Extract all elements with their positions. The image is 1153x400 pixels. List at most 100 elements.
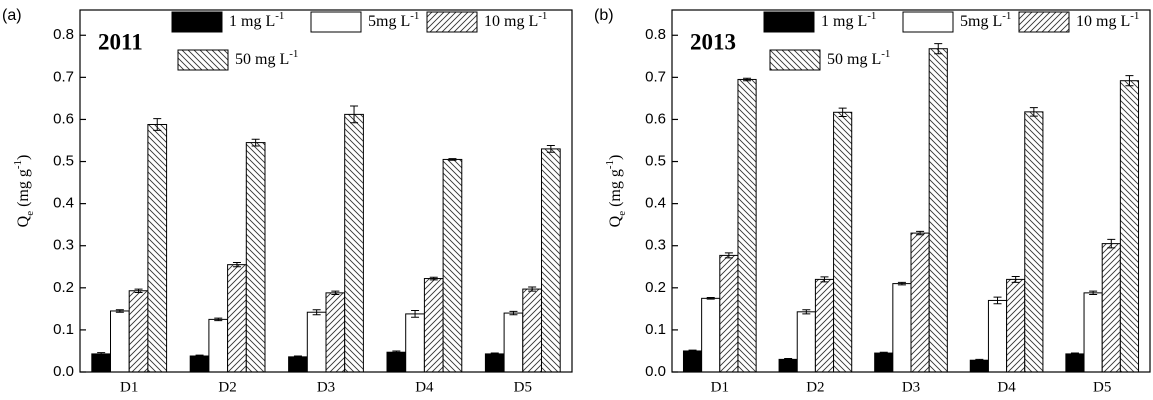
- error-bar: [293, 355, 302, 359]
- panel: (b)Qe(mg g-1)0.00.10.20.30.40.50.60.70.8…: [594, 7, 1151, 395]
- bar: [110, 310, 130, 373]
- bar: [969, 359, 989, 373]
- plot-frame: [79, 9, 573, 373]
- x-tick-label: D5: [1093, 379, 1111, 395]
- legend-swatch: [310, 11, 362, 33]
- bar: [306, 311, 327, 373]
- error-bar: [743, 77, 752, 82]
- bar: [874, 352, 894, 373]
- legend-name: 50 mg L: [827, 51, 881, 68]
- bar: [737, 78, 757, 373]
- y-label-unit: (mg g: [15, 169, 32, 207]
- y-tick-label: 0.8: [53, 26, 74, 43]
- x-tick-label: D2: [218, 379, 236, 395]
- legend-sup: -1: [410, 10, 419, 22]
- legend-swatch: [426, 11, 478, 33]
- error-bar: [490, 352, 499, 356]
- legend-sup: -1: [538, 10, 547, 22]
- y-label-sub: e: [616, 211, 628, 216]
- y-tick-label: 0.5: [645, 153, 666, 170]
- legend-sup: -1: [1002, 10, 1011, 22]
- error-bar: [251, 138, 260, 147]
- y-label-sup: -1: [12, 160, 24, 169]
- bar: [91, 353, 112, 373]
- bar: [682, 350, 703, 373]
- year-label: 2013: [690, 29, 736, 54]
- legend-label: 10 mg L-1: [484, 10, 547, 30]
- error-bar: [350, 105, 359, 124]
- bar: [1083, 292, 1103, 373]
- bar: [423, 278, 444, 373]
- legend-label: 50 mg L-1: [827, 48, 890, 68]
- error-bar: [706, 296, 715, 300]
- bar: [128, 290, 149, 373]
- bar: [288, 356, 308, 373]
- legend-label: 1 mg L-1: [229, 10, 284, 30]
- error-bar: [312, 309, 321, 316]
- y-label-main: Q: [607, 215, 624, 227]
- y-axis-label: Qe (mg g-1): [12, 155, 36, 228]
- bar: [405, 313, 425, 373]
- plot-frame: [671, 9, 1151, 373]
- bar: [1006, 278, 1026, 373]
- legend-name: 5mg L: [368, 13, 410, 30]
- error-bar: [802, 309, 811, 315]
- y-tick-label: 0.7: [645, 68, 666, 85]
- legend-sup: -1: [289, 48, 298, 60]
- legend-label: 5mg L-1: [960, 10, 1011, 30]
- bar: [386, 351, 407, 373]
- bar: [892, 283, 912, 373]
- x-tick-label: D4: [415, 379, 434, 395]
- legend-sup: -1: [867, 10, 876, 22]
- legend-sup: -1: [1130, 10, 1139, 22]
- bar: [1101, 243, 1121, 373]
- bar: [227, 264, 247, 373]
- y-tick-label: 0.5: [53, 153, 74, 170]
- error-bar: [993, 296, 1002, 305]
- panel-label: (a): [2, 7, 22, 24]
- y-label-sub: e: [24, 211, 36, 216]
- y-tick-label: 0.0: [645, 363, 666, 380]
- legend-name: 50 mg L: [235, 51, 289, 68]
- error-bar: [838, 107, 847, 117]
- bar: [189, 355, 210, 373]
- error-bar: [1107, 238, 1116, 249]
- legend-sup: -1: [275, 10, 284, 22]
- x-tick-label: D1: [711, 379, 729, 395]
- y-tick-label: 0.0: [53, 363, 74, 380]
- error-bar: [115, 309, 124, 313]
- bar: [701, 297, 721, 373]
- y-tick-label: 0.4: [53, 195, 74, 212]
- bar: [325, 292, 346, 373]
- legend-swatch: [763, 11, 815, 33]
- bar: [910, 232, 930, 373]
- legend-label: 5mg L-1: [368, 10, 419, 30]
- y-tick-label: 0.6: [53, 110, 74, 127]
- x-tick-label: D4: [997, 379, 1016, 395]
- y-label-end: ): [15, 155, 32, 160]
- error-bar: [546, 145, 555, 153]
- error-bar: [153, 118, 162, 131]
- error-bar: [509, 310, 518, 316]
- bar: [208, 318, 229, 373]
- legend-label: 1 mg L-1: [821, 10, 876, 30]
- error-bar: [784, 358, 793, 361]
- y-tick-label: 0.4: [645, 195, 666, 212]
- legend-name: 1 mg L: [229, 13, 275, 30]
- bar: [814, 278, 835, 373]
- y-label-main: Q: [15, 215, 32, 227]
- error-bar: [1125, 75, 1134, 87]
- x-tick-label: D3: [902, 379, 920, 395]
- legend-label: 50 mg L-1: [235, 48, 298, 68]
- error-bar: [975, 358, 984, 362]
- error-bar: [411, 310, 420, 318]
- bar: [442, 158, 463, 373]
- legend-name: 5mg L: [960, 13, 1002, 30]
- error-bar: [879, 351, 888, 355]
- y-tick-label: 0.1: [53, 321, 74, 338]
- bar: [928, 48, 948, 373]
- bar: [1065, 353, 1085, 373]
- error-bar: [392, 350, 401, 354]
- legend-swatch: [1018, 11, 1070, 33]
- y-axis-label: Qe (mg g-1): [604, 155, 628, 228]
